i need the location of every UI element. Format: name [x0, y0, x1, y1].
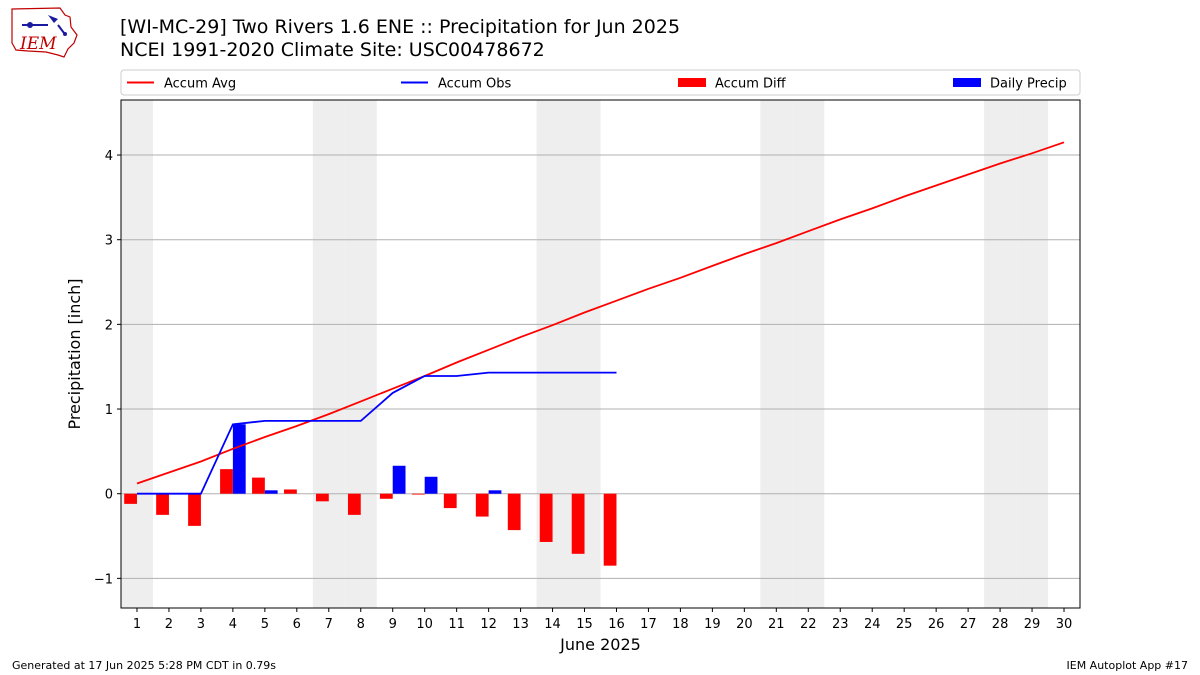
footer-app: IEM Autoplot App #17 — [1066, 659, 1189, 672]
x-tick-label: 13 — [512, 617, 529, 632]
x-tick-label: 11 — [448, 617, 465, 632]
x-tick-label: 15 — [576, 617, 593, 632]
accum-diff-bar — [475, 493, 489, 517]
x-tick-label: 8 — [357, 617, 365, 632]
weekend-band — [1016, 100, 1049, 608]
accum-avg-line — [136, 141, 1065, 485]
x-tick-label: 29 — [1024, 617, 1041, 632]
chart-title: [WI-MC-29] Two Rivers 1.6 ENE :: Precipi… — [120, 16, 681, 38]
x-tick-label: 24 — [864, 617, 881, 632]
x-tick-label: 9 — [389, 617, 397, 632]
x-tick-label: 10 — [416, 617, 433, 632]
legend-swatch — [678, 78, 706, 87]
footer-generated: Generated at 17 Jun 2025 5:28 PM CDT in … — [12, 659, 277, 672]
x-tick-label: 22 — [800, 617, 817, 632]
x-tick-label: 14 — [544, 617, 561, 632]
x-tick-label: 12 — [480, 617, 497, 632]
x-axis-label: June 2025 — [559, 635, 641, 654]
weekend-band — [312, 100, 345, 608]
weekend-band — [121, 100, 153, 608]
x-tick-label: 21 — [768, 617, 785, 632]
accum-diff-bar — [124, 493, 137, 504]
x-tick-label: 18 — [672, 617, 689, 632]
plot-frame — [120, 99, 1081, 609]
y-tick-label: 3 — [105, 234, 113, 249]
x-tick-label: 28 — [992, 617, 1009, 632]
x-tick-label: 2 — [165, 617, 173, 632]
daily-precip-bar — [392, 465, 406, 494]
weekend-band — [984, 100, 1017, 608]
accum-diff-bar — [347, 493, 361, 515]
legend-label: Accum Diff — [715, 77, 787, 92]
accum-diff-bar — [507, 493, 521, 531]
legend-box — [120, 69, 1081, 96]
svg-text:IEM: IEM — [19, 34, 57, 54]
chart-subtitle: NCEI 1991-2020 Climate Site: USC00478672 — [120, 39, 545, 61]
legend-label: Accum Obs — [438, 77, 511, 92]
accum-obs-line — [137, 371, 617, 495]
accum-diff-bar — [411, 493, 425, 495]
x-tick-label: 7 — [325, 617, 333, 632]
x-tick-label: 3 — [197, 617, 205, 632]
accum-diff-bar — [284, 489, 297, 494]
iem-logo: IEM — [8, 5, 80, 59]
x-tick-label: 4 — [229, 617, 237, 632]
x-tick-label: 1 — [133, 617, 141, 632]
y-tick-label: 4 — [105, 149, 113, 164]
x-tick-label: 25 — [896, 617, 913, 632]
accum-diff-bar — [539, 493, 553, 542]
daily-precip-bar — [488, 490, 502, 494]
legend-label: Daily Precip — [990, 77, 1067, 92]
accum-diff-bar — [315, 493, 329, 502]
accum-diff-bar — [443, 493, 457, 509]
x-tick-label: 27 — [960, 617, 977, 632]
accum-diff-bar — [252, 477, 265, 494]
y-tick-label: 0 — [105, 488, 113, 503]
x-tick-label: 30 — [1056, 617, 1073, 632]
x-tick-label: 6 — [293, 617, 301, 632]
x-tick-label: 17 — [640, 617, 657, 632]
accum-diff-bar — [220, 469, 233, 494]
accum-diff-bar — [188, 493, 201, 526]
accum-diff-bar — [603, 493, 617, 566]
accum-diff-bar — [156, 493, 169, 515]
y-tick-label: 2 — [105, 318, 113, 333]
weekend-band — [760, 100, 793, 608]
daily-precip-bar — [424, 476, 438, 494]
legend-label: Accum Avg — [164, 77, 236, 92]
weekend-band — [792, 100, 825, 608]
x-tick-label: 5 — [261, 617, 269, 632]
y-tick-label: 1 — [105, 403, 113, 418]
x-tick-label: 16 — [608, 617, 625, 632]
daily-precip-bar — [232, 424, 246, 494]
x-tick-label: 26 — [928, 617, 945, 632]
x-tick-label: 20 — [736, 617, 753, 632]
daily-precip-bar — [264, 490, 278, 494]
y-tick-label: −1 — [94, 572, 113, 587]
x-tick-label: 23 — [832, 617, 849, 632]
accum-diff-bar — [571, 493, 585, 554]
x-tick-label: 19 — [704, 617, 721, 632]
accum-diff-bar — [379, 493, 393, 499]
legend-swatch — [953, 78, 981, 87]
y-axis-label: Precipitation [inch] — [65, 278, 84, 429]
weekend-band — [344, 100, 377, 608]
